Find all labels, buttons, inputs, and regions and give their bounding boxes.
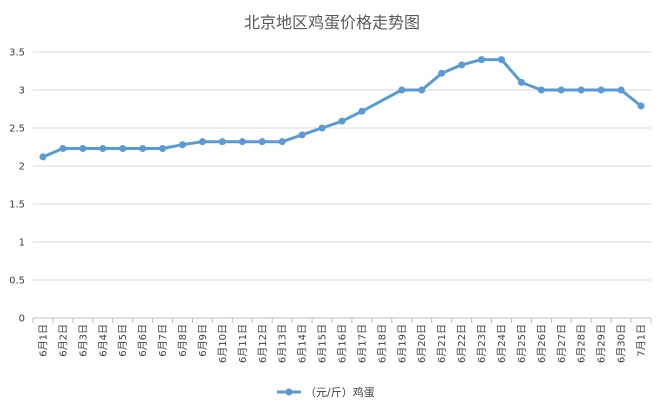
series-layer — [39, 56, 645, 161]
x-tick-label: 6月2日 — [57, 324, 69, 357]
x-tick-label: 6月17日 — [356, 324, 368, 363]
y-tick-label: 3 — [19, 86, 25, 97]
x-tick-label: 6月16日 — [337, 324, 349, 363]
y-tick-label: 2.5 — [9, 124, 25, 135]
x-tick-label: 6月15日 — [317, 324, 329, 363]
data-point — [497, 56, 505, 64]
data-point — [418, 86, 426, 94]
data-point — [637, 102, 645, 110]
x-tick-label: 6月13日 — [277, 324, 289, 363]
data-point — [258, 138, 266, 146]
x-tick-label: 6月1日 — [37, 324, 49, 357]
data-point — [557, 86, 565, 94]
data-point — [278, 138, 286, 146]
x-tick-label: 6月20日 — [416, 324, 428, 363]
data-point — [59, 145, 67, 153]
data-point — [159, 145, 167, 153]
x-tick-label: 6月25日 — [516, 324, 528, 363]
data-point — [338, 117, 346, 125]
x-tick-label: 6月12日 — [257, 324, 269, 363]
y-tick-label: 1 — [19, 238, 25, 249]
data-point — [318, 124, 326, 132]
x-tick-label: 6月4日 — [97, 324, 109, 357]
x-tick-label: 6月27日 — [556, 324, 568, 363]
x-tick-label: 6月18日 — [376, 324, 388, 363]
data-point — [39, 153, 47, 161]
data-point — [597, 86, 605, 94]
y-tick-label: 2 — [19, 162, 25, 173]
gridlines — [33, 51, 651, 319]
x-tick-label: 6月26日 — [536, 324, 548, 363]
x-tick-label: 6月14日 — [297, 324, 309, 363]
x-axis: 6月1日 6月2日 6月3日 6月4日 6月5日 6月6日 6月7日 6月8日 6月9日 6月10… — [32, 318, 652, 363]
data-point — [218, 138, 226, 146]
x-tick-label: 6月7日 — [157, 324, 169, 357]
x-tick-label: 6月6日 — [137, 324, 149, 357]
x-tick-label: 6月28日 — [576, 324, 588, 363]
x-tick-label: 6月30日 — [616, 324, 628, 363]
y-tick-label: 0.5 — [9, 276, 25, 287]
x-tick-label: 6月3日 — [77, 324, 89, 357]
x-tick-label: 6月19日 — [396, 324, 408, 363]
x-tick-label: 6月22日 — [456, 324, 468, 363]
x-tick-label: 6月29日 — [596, 324, 608, 363]
data-point — [238, 138, 246, 146]
x-tick-label: 6月23日 — [476, 324, 488, 363]
data-point — [139, 145, 147, 153]
y-axis: 0 0.5 1 1.5 2 2.5 3 3.5 — [9, 48, 25, 325]
x-tick-label: 6月9日 — [197, 324, 209, 357]
data-point — [179, 141, 187, 149]
series-line — [41, 58, 643, 159]
y-tick-label: 1.5 — [9, 200, 25, 211]
data-point — [617, 86, 625, 94]
chart-title: 北京地区鸡蛋价格走势图 — [244, 13, 420, 32]
legend-marker-swatch — [285, 388, 293, 396]
data-point — [198, 138, 206, 146]
data-point — [358, 107, 366, 115]
data-point — [517, 78, 525, 86]
x-tick-label: 7月1日 — [636, 324, 648, 357]
data-point — [438, 69, 446, 77]
data-point — [119, 145, 127, 153]
data-point — [79, 145, 87, 153]
data-point — [478, 56, 486, 64]
y-tick-label: 0 — [19, 314, 25, 325]
x-tick-label: 6月5日 — [117, 324, 129, 357]
data-point — [537, 86, 545, 94]
data-point — [458, 61, 466, 69]
legend: （元/斤）鸡蛋 — [277, 385, 375, 399]
x-tick-label: 6月10日 — [217, 324, 229, 363]
x-tick-label: 6月8日 — [177, 324, 189, 357]
data-point — [99, 145, 107, 153]
data-point — [298, 131, 306, 139]
x-tick-label: 6月24日 — [496, 324, 508, 363]
data-point — [577, 86, 585, 94]
y-tick-label: 3.5 — [9, 48, 25, 59]
x-tick-label: 6月21日 — [436, 324, 448, 363]
legend-label: （元/斤）鸡蛋 — [305, 385, 375, 399]
x-tick-label: 6月11日 — [237, 324, 249, 363]
data-point — [398, 86, 406, 94]
